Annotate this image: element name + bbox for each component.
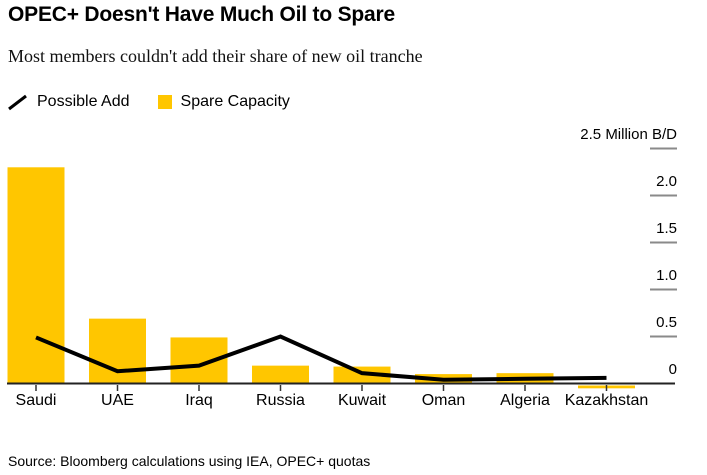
y-tick-label: 0.5 [656, 313, 677, 331]
x-category-label-oman: Oman [421, 392, 466, 409]
x-category-label-russia: Russia [256, 392, 305, 409]
bar-russia [252, 365, 309, 384]
x-tick [361, 385, 363, 391]
chart-legend: Possible Add Spare Capacity [8, 93, 290, 111]
x-tick [116, 385, 119, 391]
y-tick-label: 0 [668, 360, 677, 378]
x-tick [35, 385, 37, 391]
y-tick-dash [650, 194, 677, 197]
y-tick-dash [650, 241, 677, 244]
bar-saudi [7, 167, 65, 384]
line-swatch-icon [8, 94, 27, 110]
page-title: OPEC+ Doesn't Have Much Oil to Spare [8, 3, 395, 26]
square-swatch-icon [157, 95, 172, 109]
x-category-label-uae: UAE [101, 392, 134, 409]
x-tick [198, 385, 200, 391]
x-tick [279, 385, 282, 391]
y-tick-dash [650, 147, 677, 150]
legend-item-spare-capacity: Spare Capacity [157, 93, 290, 111]
legend-item-possible-add: Possible Add [8, 93, 130, 111]
bar-uae [89, 318, 146, 384]
y-tick-label: 1.0 [656, 266, 677, 284]
x-tick [605, 385, 608, 391]
legend-label: Spare Capacity [180, 93, 290, 110]
x-category-label-kazakhstan: Kazakhstan [564, 392, 649, 409]
source-credit: Source: Bloomberg calculations using IEA… [8, 453, 371, 469]
y-tick-label: 2.5 Million B/D [580, 125, 677, 143]
y-tick-label: 2.0 [656, 172, 677, 190]
y-tick-dash [650, 288, 677, 291]
x-tick [442, 385, 445, 391]
x-category-label-kuwait: Kuwait [337, 392, 387, 409]
x-tick [524, 385, 526, 391]
y-tick-dash [650, 335, 677, 338]
x-category-label-algeria: Algeria [500, 392, 550, 409]
y-tick-label: 1.5 [656, 219, 677, 237]
possible-add-line [35, 334, 607, 382]
x-category-label-saudi: Saudi [15, 392, 57, 409]
legend-label: Possible Add [37, 93, 130, 110]
chart-subtitle: Most members couldn't add their share of… [8, 46, 423, 66]
x-axis-line [7, 382, 675, 385]
x-category-label-iraq: Iraq [185, 392, 213, 409]
